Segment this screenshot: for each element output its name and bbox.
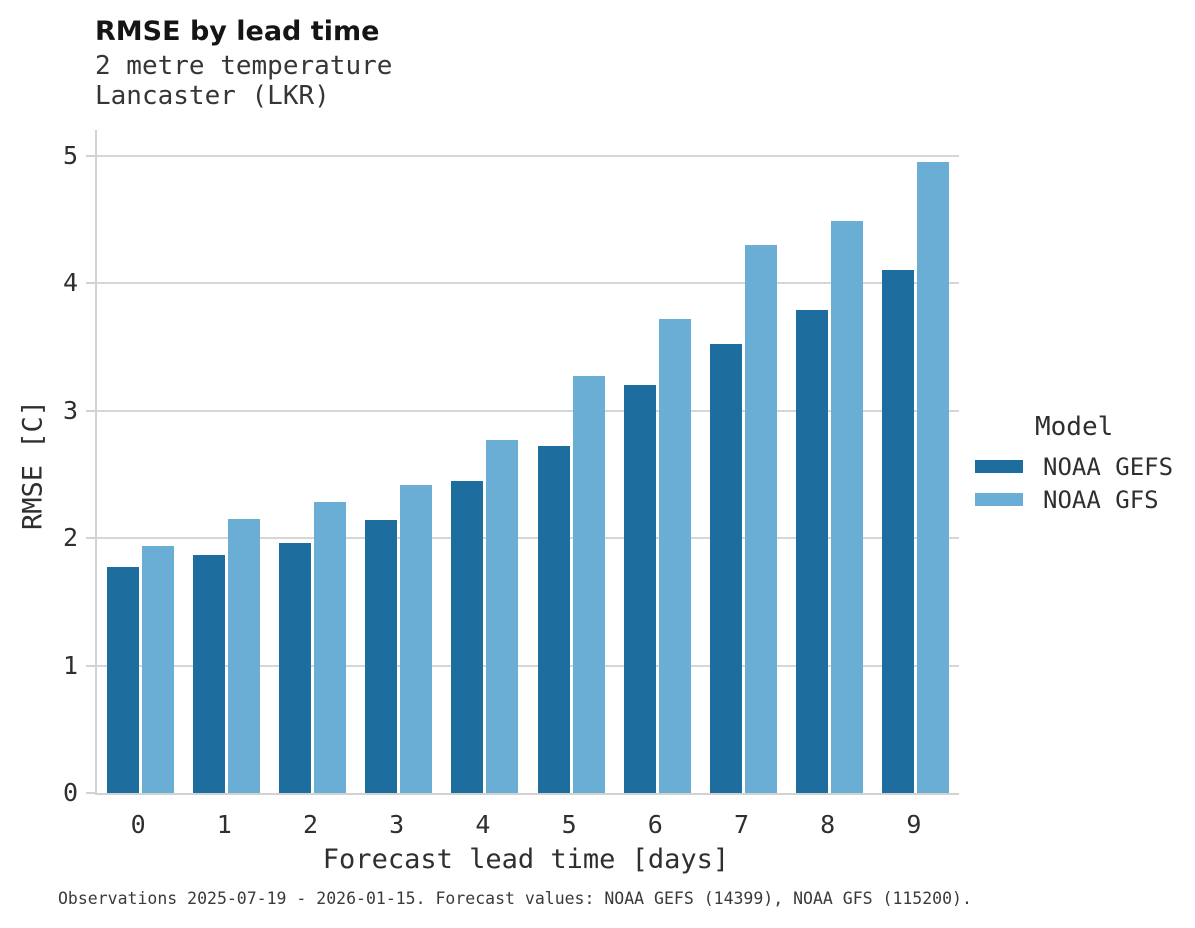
y-tick-label-3: 3 (62, 395, 78, 425)
bar-noaa-gefs-lead-1 (192, 554, 225, 793)
bar-noaa-gefs-lead-4 (451, 480, 484, 793)
x-tick-label-2: 2 (302, 810, 319, 839)
bar-noaa-gfs-lead-1 (227, 519, 260, 793)
legend-label: NOAA GFS (1043, 485, 1159, 514)
bar-noaa-gefs-lead-6 (623, 385, 656, 793)
bar-group-lead-7 (700, 130, 786, 793)
bar-group-lead-6 (614, 130, 700, 793)
bar-noaa-gefs-lead-2 (279, 543, 311, 793)
bar-noaa-gfs-lead-2 (314, 502, 346, 793)
y-tick-label-0: 0 (62, 778, 78, 807)
bar-group-lead-9 (873, 130, 959, 793)
bar-noaa-gfs-lead-3 (400, 484, 433, 793)
x-tick-label-8: 8 (820, 810, 836, 839)
x-tick-label-9: 9 (906, 810, 922, 839)
y-tick-mark-2 (86, 537, 95, 540)
legend-title: Model (1035, 412, 1114, 442)
y-tick-mark-5 (86, 154, 95, 157)
legend: Model NOAA GEFS NOAA GFS (975, 412, 1190, 516)
x-tick-label-5: 5 (561, 810, 577, 839)
gridline-y-2 (97, 537, 959, 540)
y-tick-mark-4 (86, 282, 95, 285)
gridline-y-5 (97, 154, 959, 157)
bar-noaa-gefs-lead-9 (882, 270, 915, 793)
x-tick-label-6: 6 (647, 810, 663, 839)
chart-title: RMSE by lead time (95, 16, 380, 47)
bar-group-lead-4 (442, 130, 528, 793)
x-axis-title: Forecast lead time [days] (322, 844, 730, 875)
legend-entry-noaa-gfs: NOAA GFS (975, 483, 1190, 516)
bar-group-lead-3 (356, 130, 442, 793)
bar-noaa-gefs-lead-5 (537, 446, 570, 793)
bar-noaa-gefs-lead-7 (710, 344, 743, 793)
bar-noaa-gefs-lead-3 (365, 520, 398, 793)
bar-group-lead-2 (269, 130, 355, 793)
bar-groups (97, 130, 959, 793)
gridline-y-3 (97, 409, 959, 412)
chart-subtitle-station: Lancaster (LKR) (95, 81, 330, 111)
gridline-y-1 (97, 664, 959, 667)
bar-noaa-gfs-lead-7 (745, 244, 778, 793)
legend-label: NOAA GEFS (1043, 452, 1174, 481)
bar-noaa-gefs-lead-8 (796, 309, 829, 793)
bar-group-lead-0 (97, 130, 183, 793)
y-tick-mark-0 (86, 792, 95, 794)
caption: Observations 2025-07-19 - 2026-01-15. Fo… (58, 889, 972, 908)
legend-entry-noaa-gefs: NOAA GEFS (975, 450, 1190, 483)
x-tick-label-4: 4 (475, 810, 491, 839)
x-tick-label-3: 3 (389, 810, 405, 839)
bar-noaa-gefs-lead-0 (106, 567, 139, 793)
legend-swatch-noaa-gefs (975, 460, 1023, 473)
bar-noaa-gfs-lead-9 (917, 162, 950, 793)
bar-group-lead-8 (787, 130, 873, 793)
bar-noaa-gfs-lead-4 (486, 439, 519, 793)
bar-group-lead-1 (183, 130, 269, 793)
x-tick-label-0: 0 (130, 810, 146, 839)
y-tick-label-2: 2 (62, 523, 78, 553)
legend-entries: NOAA GEFS NOAA GFS (975, 450, 1190, 516)
x-tick-label-1: 1 (216, 810, 232, 839)
bar-noaa-gfs-lead-8 (831, 220, 864, 793)
bar-group-lead-5 (528, 130, 614, 793)
y-tick-label-4: 4 (62, 268, 78, 298)
gridline-y-4 (97, 282, 959, 285)
y-tick-label-5: 5 (62, 140, 78, 170)
plot-area (95, 130, 959, 795)
x-tick-label-7: 7 (733, 810, 750, 839)
chart-subtitle-variable: 2 metre temperature (95, 51, 393, 81)
bar-noaa-gfs-lead-0 (141, 545, 174, 793)
y-tick-label-1: 1 (62, 650, 78, 680)
legend-swatch-noaa-gfs (975, 493, 1023, 506)
bar-noaa-gfs-lead-6 (658, 318, 691, 793)
y-tick-mark-3 (86, 409, 95, 412)
bar-noaa-gfs-lead-5 (572, 376, 605, 793)
y-tick-mark-1 (86, 664, 95, 667)
